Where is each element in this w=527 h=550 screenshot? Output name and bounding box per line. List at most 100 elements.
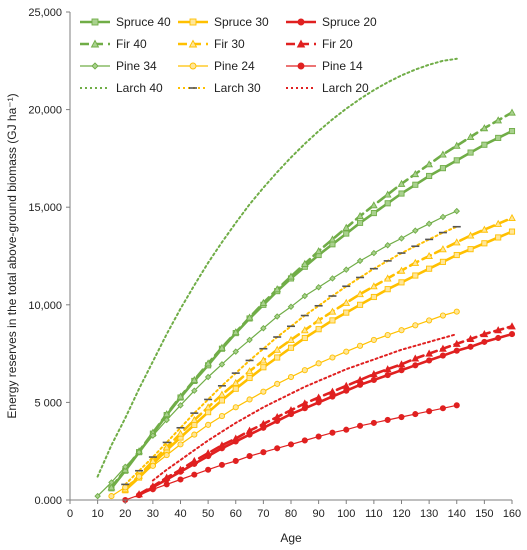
data-point-fir-20 [231,434,240,442]
data-point-pine-24 [177,441,184,448]
data-point-fir-40 [259,298,268,306]
data-point-pine-34 [329,275,336,282]
data-point-fir-20 [204,449,212,457]
data-point-fir-30 [259,356,268,364]
data-point-spruce-20 [439,352,446,359]
series-pine-14 [122,402,460,504]
legend-label: Pine 14 [322,59,363,73]
data-point-spruce-20 [467,343,474,350]
data-point-spruce-30 [218,397,225,404]
data-point-fir-20 [425,349,433,357]
data-point-fir-40 [190,375,199,384]
data-point-fir-30 [494,219,503,227]
series-fir-20 [135,322,516,498]
data-point-pine-24 [384,332,391,339]
data-point-fir-40 [452,141,461,149]
data-point-pine-34 [135,448,143,456]
legend-swatch-marker [90,39,100,48]
data-point-fir-20 [300,399,309,407]
data-point-spruce-30 [274,354,281,361]
data-point-pine-24 [205,421,212,428]
data-point-fir-40 [287,272,295,280]
data-point-spruce-30 [426,265,433,272]
data-point-pine-24 [426,317,433,324]
data-point-spruce-40 [343,230,350,237]
data-point-fir-30 [176,429,185,437]
data-point-spruce-20 [508,331,516,338]
data-point-fir-20 [245,426,254,434]
legend-swatch-marker [297,62,305,70]
data-point-pine-14 [191,471,198,478]
legend-swatch-marker [189,18,197,26]
y-tick-label: 20,000 [28,105,62,117]
series-pine-34 [94,207,460,500]
x-tick-label: 50 [202,508,214,520]
data-point-spruce-20 [426,357,433,364]
data-point-fir-20 [439,344,447,352]
data-point-pine-24 [453,308,460,315]
data-point-pine-34 [204,373,212,381]
legend-label: Larch 40 [116,81,163,95]
data-point-spruce-30 [329,317,336,324]
data-point-spruce-30 [370,293,377,301]
data-point-spruce-30 [412,272,419,279]
data-point-fir-20 [342,381,351,389]
series-larch-20 [151,333,458,482]
legend-entry-larch-20: Larch 20 [286,81,369,95]
data-point-pine-34 [218,361,226,368]
legend-label: Spruce 40 [116,15,171,29]
data-point-pine-34 [356,257,364,265]
data-point-fir-30 [218,390,226,398]
data-point-spruce-40 [412,181,419,188]
data-point-pine-24 [329,354,336,361]
data-point-fir-20 [356,375,364,384]
data-point-spruce-40 [453,157,460,164]
legend-label: Larch 30 [214,81,261,95]
data-point-pine-34 [232,348,239,355]
data-point-fir-30 [370,282,378,290]
data-point-pine-14 [177,476,184,483]
data-point-spruce-20 [343,387,350,394]
data-point-pine-34 [370,249,378,257]
series-line-larch-40 [96,57,458,478]
data-point-pine-14 [287,441,295,448]
data-point-pine-24 [412,322,419,329]
series-line-fir-40 [110,111,514,489]
axes: 0 10 20 30 40 50 60 70 80 90 100 110 120 130 140 150 160… [5,7,521,545]
data-point-pine-34 [122,463,129,471]
data-point-pine-14 [329,429,336,436]
data-point-spruce-20 [453,347,460,354]
x-tick-label: 160 [503,508,521,520]
data-point-pine-24 [398,327,405,334]
x-tick-label: 140 [448,508,466,520]
legend-swatch-marker [189,62,197,70]
data-point-pine-34 [453,207,460,215]
legend-swatch-marker [296,39,306,48]
data-point-pine-34 [260,324,267,332]
data-point-pine-14 [218,461,225,468]
data-point-pine-14 [412,411,419,418]
data-point-spruce-30 [232,385,239,392]
data-point-spruce-40 [481,141,488,148]
data-point-pine-34 [191,387,198,394]
data-point-spruce-40 [426,172,433,180]
data-point-fir-20 [452,339,461,347]
data-point-spruce-40 [508,128,516,135]
legend-entry-spruce-40: Spruce 40 [80,15,171,29]
data-point-pine-24 [232,404,239,411]
data-point-pine-34 [163,416,170,424]
data-point-spruce-40 [398,190,405,197]
data-point-fir-40 [204,359,212,367]
data-point-pine-14 [453,402,460,409]
data-point-fir-30 [231,378,240,386]
legend-entry-fir-30: Fir 30 [178,37,245,51]
data-point-fir-20 [162,473,171,481]
data-point-fir-20 [273,412,282,421]
data-point-spruce-20 [398,367,405,374]
data-point-pine-24 [370,336,377,343]
data-point-pine-14 [232,457,239,465]
data-point-pine-24 [108,493,115,500]
data-point-fir-30 [245,367,254,375]
data-point-fir-20 [190,456,199,465]
series-larch-40 [96,57,458,478]
